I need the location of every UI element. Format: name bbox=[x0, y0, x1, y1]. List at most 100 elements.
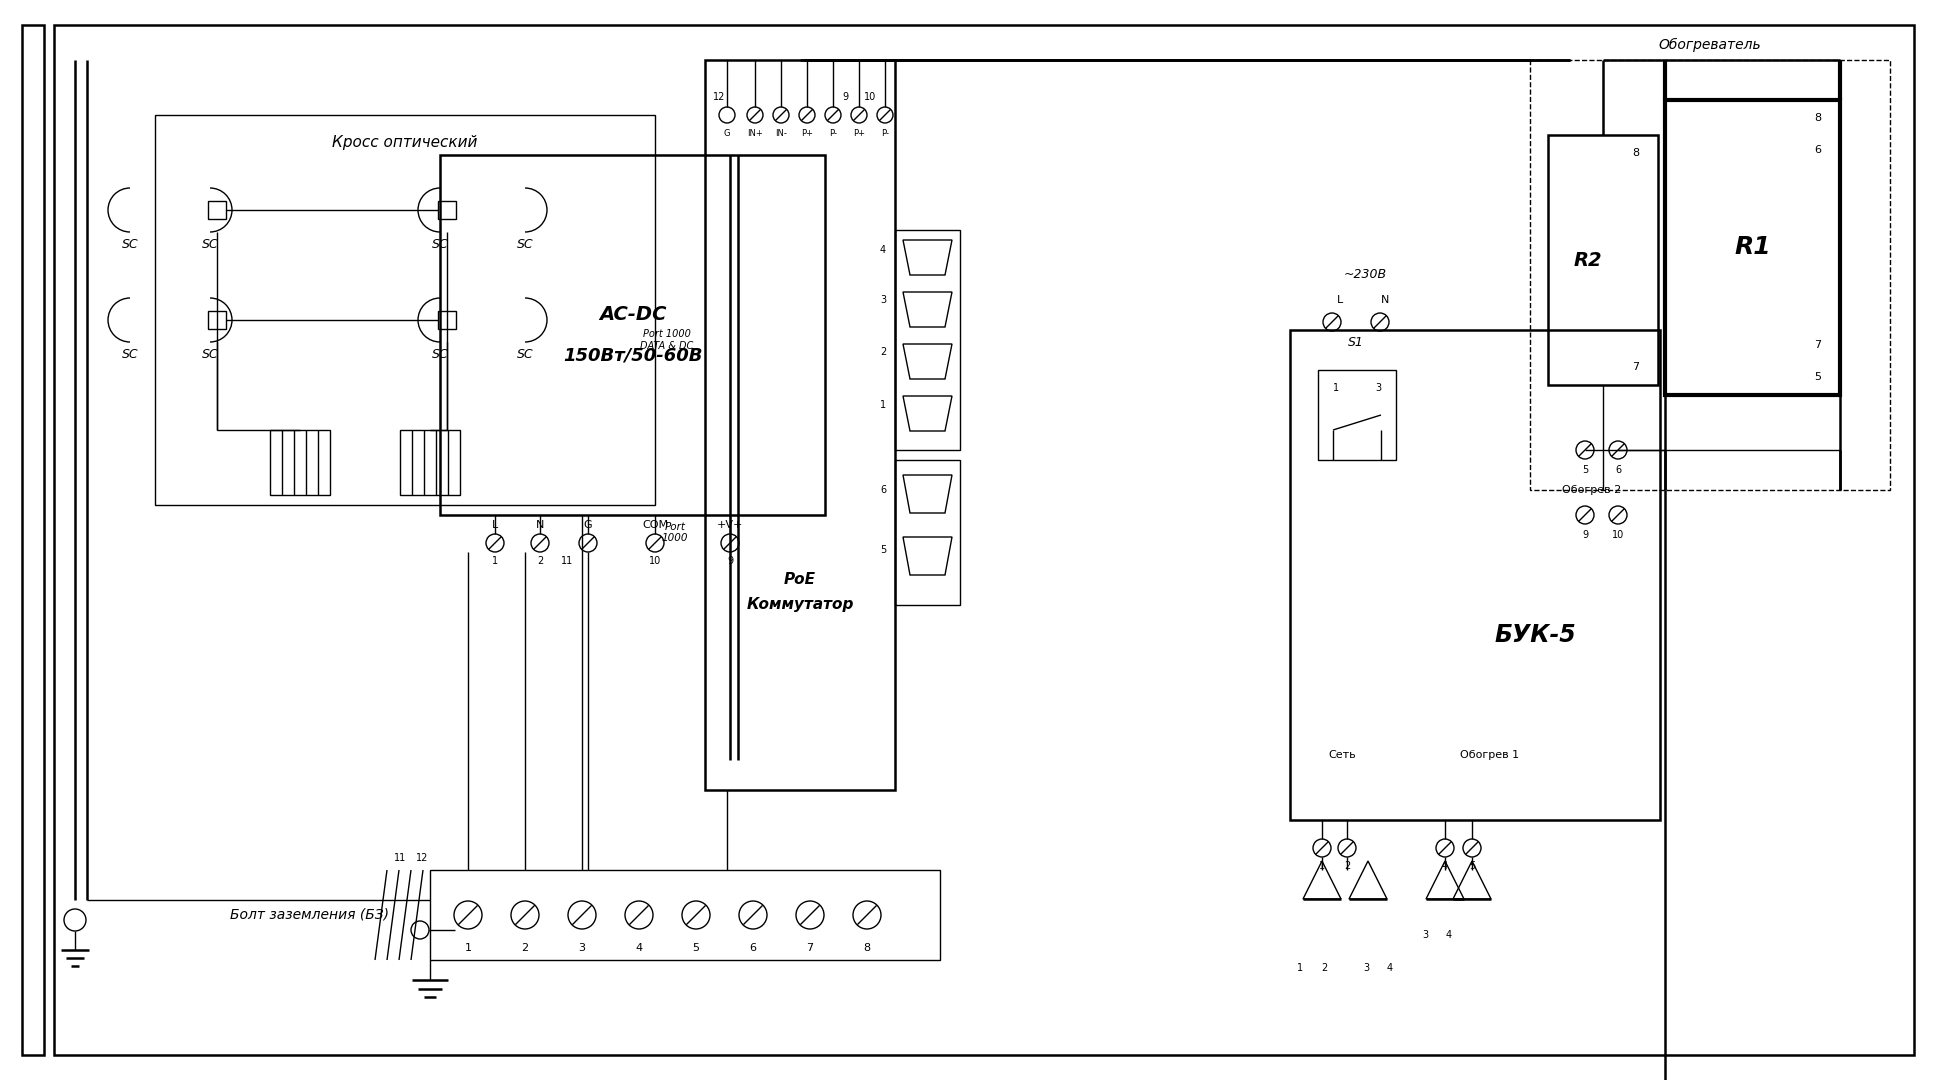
Bar bbox=[1664, 100, 1838, 395]
Bar bbox=[430, 870, 940, 960]
Text: 2: 2 bbox=[1344, 861, 1350, 870]
Text: SC: SC bbox=[122, 349, 138, 362]
Bar bbox=[270, 430, 330, 495]
Text: 3: 3 bbox=[1375, 383, 1381, 393]
Text: 8: 8 bbox=[863, 943, 871, 953]
Text: N: N bbox=[535, 519, 545, 530]
Text: 10: 10 bbox=[648, 556, 661, 566]
Text: 10: 10 bbox=[1611, 530, 1623, 540]
Text: SC: SC bbox=[516, 349, 533, 362]
Text: 8: 8 bbox=[1631, 148, 1638, 158]
Bar bbox=[894, 460, 960, 605]
Text: 5: 5 bbox=[880, 545, 886, 555]
Text: 9: 9 bbox=[1580, 530, 1588, 540]
Bar bbox=[1547, 135, 1658, 384]
Text: G: G bbox=[584, 519, 591, 530]
Text: 9: 9 bbox=[727, 556, 733, 566]
Text: 1: 1 bbox=[463, 943, 471, 953]
Text: Обогрев 2: Обогрев 2 bbox=[1561, 485, 1621, 495]
Text: N: N bbox=[1381, 295, 1388, 305]
Text: 150Вт/50-60В: 150Вт/50-60В bbox=[562, 346, 702, 364]
Text: S1: S1 bbox=[1348, 336, 1363, 349]
Bar bbox=[894, 230, 960, 450]
Text: P+: P+ bbox=[853, 129, 865, 137]
Text: Port
1000: Port 1000 bbox=[661, 522, 688, 543]
Text: 1: 1 bbox=[880, 400, 886, 410]
Text: 2: 2 bbox=[522, 943, 527, 953]
Text: БУК-5: БУК-5 bbox=[1493, 623, 1574, 647]
Text: 5: 5 bbox=[692, 943, 700, 953]
Text: 2: 2 bbox=[880, 347, 886, 357]
Bar bbox=[438, 311, 456, 329]
Bar bbox=[155, 114, 655, 505]
Text: Болт заземления (БЗ): Болт заземления (БЗ) bbox=[231, 908, 390, 922]
Text: 7: 7 bbox=[1631, 362, 1638, 372]
Text: 6: 6 bbox=[1613, 465, 1621, 475]
Text: P-: P- bbox=[828, 129, 836, 137]
Text: R2: R2 bbox=[1573, 251, 1602, 270]
Text: Обогрев 1: Обогрев 1 bbox=[1460, 750, 1518, 760]
Text: 3: 3 bbox=[880, 295, 886, 305]
Text: P+: P+ bbox=[801, 129, 812, 137]
Text: 3: 3 bbox=[1363, 963, 1369, 973]
Text: Коммутатор: Коммутатор bbox=[747, 597, 853, 612]
Text: 10: 10 bbox=[863, 92, 876, 102]
Text: 4: 4 bbox=[636, 943, 642, 953]
Text: Кросс оптический: Кросс оптический bbox=[332, 135, 477, 150]
Text: 7: 7 bbox=[807, 943, 812, 953]
Text: 12: 12 bbox=[712, 92, 725, 102]
Text: SC: SC bbox=[432, 349, 448, 362]
Bar bbox=[440, 156, 824, 515]
Text: IN-: IN- bbox=[776, 129, 787, 137]
Bar bbox=[1317, 370, 1396, 460]
Text: SC: SC bbox=[516, 239, 533, 252]
Text: 1: 1 bbox=[1332, 383, 1338, 393]
Text: L: L bbox=[493, 519, 498, 530]
Text: 9: 9 bbox=[842, 92, 847, 102]
Text: 11: 11 bbox=[394, 853, 405, 863]
Text: Обогреватель: Обогреватель bbox=[1658, 38, 1761, 52]
Text: IN+: IN+ bbox=[747, 129, 762, 137]
Text: 4: 4 bbox=[1445, 930, 1450, 940]
Text: 5: 5 bbox=[1813, 372, 1821, 382]
Text: 8: 8 bbox=[1813, 113, 1821, 123]
Text: L: L bbox=[1336, 295, 1342, 305]
Text: SC: SC bbox=[122, 239, 138, 252]
Text: 4: 4 bbox=[880, 245, 886, 255]
Bar bbox=[1289, 330, 1660, 820]
Bar bbox=[207, 201, 225, 219]
Text: 7: 7 bbox=[1813, 340, 1821, 350]
Text: ~230В: ~230В bbox=[1342, 269, 1386, 282]
Bar bbox=[207, 311, 225, 329]
Text: AC-DC: AC-DC bbox=[599, 306, 665, 324]
Text: SC: SC bbox=[202, 349, 219, 362]
Bar bbox=[21, 25, 45, 1055]
Text: SC: SC bbox=[432, 239, 448, 252]
Text: 2: 2 bbox=[537, 556, 543, 566]
Text: COM: COM bbox=[642, 519, 667, 530]
Bar bbox=[704, 60, 894, 789]
Text: 1: 1 bbox=[493, 556, 498, 566]
Text: 3: 3 bbox=[578, 943, 586, 953]
Text: 11: 11 bbox=[560, 556, 572, 566]
Text: PoE: PoE bbox=[783, 572, 816, 588]
Text: 2: 2 bbox=[1320, 963, 1326, 973]
Text: 4: 4 bbox=[1386, 963, 1392, 973]
Bar bbox=[438, 201, 456, 219]
Text: SC: SC bbox=[202, 239, 219, 252]
Text: Port 1000
DATA & DC: Port 1000 DATA & DC bbox=[640, 329, 694, 351]
Bar bbox=[1530, 60, 1889, 490]
Text: 6: 6 bbox=[880, 485, 886, 495]
Text: +V+: +V+ bbox=[715, 519, 743, 530]
Text: P-: P- bbox=[880, 129, 888, 137]
Text: 3: 3 bbox=[1421, 930, 1427, 940]
Text: 5: 5 bbox=[1468, 861, 1474, 870]
Text: R1: R1 bbox=[1733, 235, 1770, 259]
Bar bbox=[399, 430, 460, 495]
Text: 6: 6 bbox=[748, 943, 756, 953]
Text: 4: 4 bbox=[1441, 861, 1446, 870]
Text: 5: 5 bbox=[1580, 465, 1588, 475]
Text: 6: 6 bbox=[1813, 145, 1821, 156]
Text: 12: 12 bbox=[415, 853, 429, 863]
Text: Сеть: Сеть bbox=[1328, 750, 1355, 760]
